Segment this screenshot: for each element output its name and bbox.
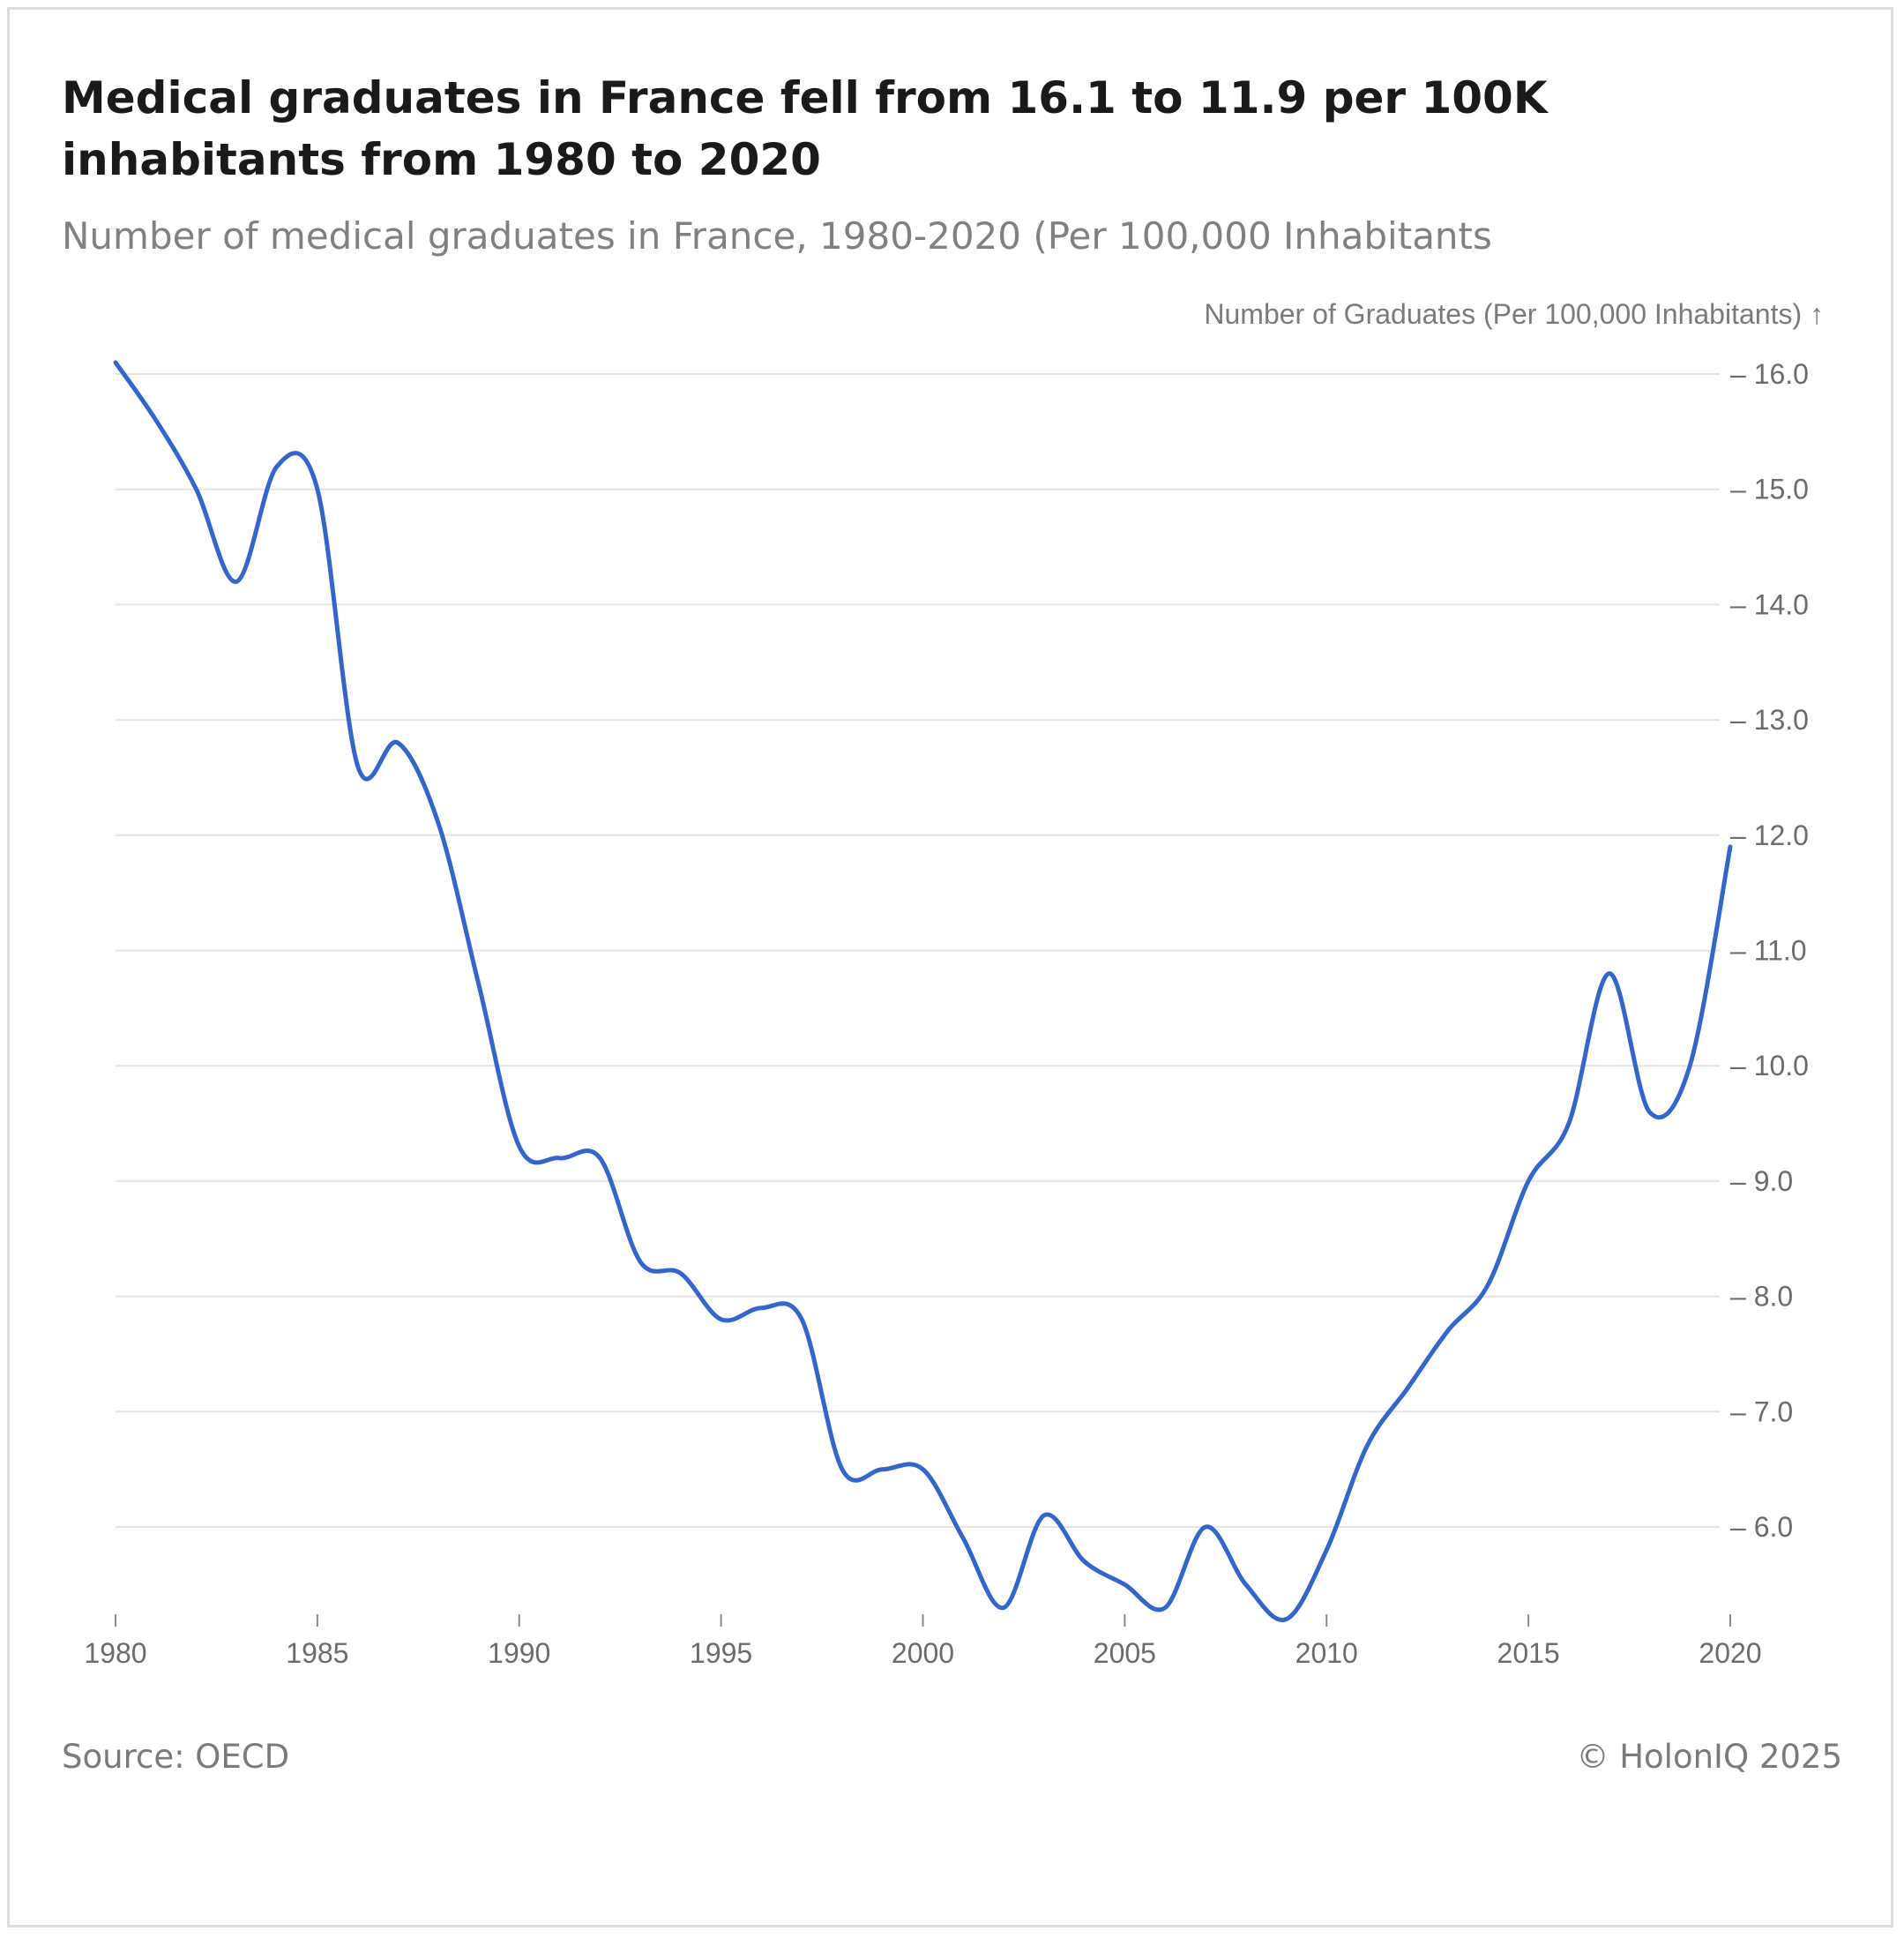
series-layer <box>113 360 1733 1622</box>
y-tick-label: – 12.0 <box>1730 819 1809 851</box>
y-tick-label: – 9.0 <box>1730 1165 1793 1197</box>
chart-subtitle: Number of medical graduates in France, 1… <box>62 214 1492 258</box>
series-line <box>113 360 1733 1622</box>
y-tick-label: – 8.0 <box>1730 1281 1793 1313</box>
x-tick-label: 1990 <box>488 1637 550 1669</box>
x-tick-label: 2005 <box>1094 1637 1156 1669</box>
y-axis: – 6.0 – 7.0 – 8.0 – 9.0 – 10.0 – 11.0 – 12.0 – … <box>1730 358 1809 1543</box>
source-note: Source: OECD <box>62 1738 290 1776</box>
chart-title: Medical graduates in France fell from 16… <box>62 72 1548 185</box>
y-tick-label: – 16.0 <box>1730 358 1809 390</box>
x-tick-label: 1980 <box>84 1637 146 1669</box>
y-tick-label: – 6.0 <box>1730 1511 1793 1543</box>
x-tick-label: 1985 <box>286 1637 348 1669</box>
y-tick-label: – 13.0 <box>1730 704 1809 736</box>
x-axis: 1980 1985 1990 1995 2000 2005 2010 2015 2020 <box>84 1614 1762 1669</box>
y-tick-label: – 7.0 <box>1730 1396 1793 1427</box>
y-tick-label: – 14.0 <box>1730 588 1809 620</box>
chart-card <box>7 7 1893 1927</box>
y-tick-label: – 10.0 <box>1730 1050 1809 1081</box>
x-tick-label: 2000 <box>892 1637 954 1669</box>
x-tick-label: 2015 <box>1497 1637 1560 1669</box>
y-tick-label: – 15.0 <box>1730 474 1809 505</box>
copyright-note: © HolonIQ 2025 <box>1576 1738 1842 1776</box>
x-tick-label: 2020 <box>1699 1637 1761 1669</box>
y-axis-title: Number of Graduates (Per 100,000 Inhabit… <box>1204 298 1824 330</box>
x-tick-label: 2010 <box>1295 1637 1358 1669</box>
grid-lines <box>116 373 1720 1528</box>
x-tick-label: 1995 <box>690 1637 752 1669</box>
y-tick-label: – 11.0 <box>1730 935 1807 967</box>
